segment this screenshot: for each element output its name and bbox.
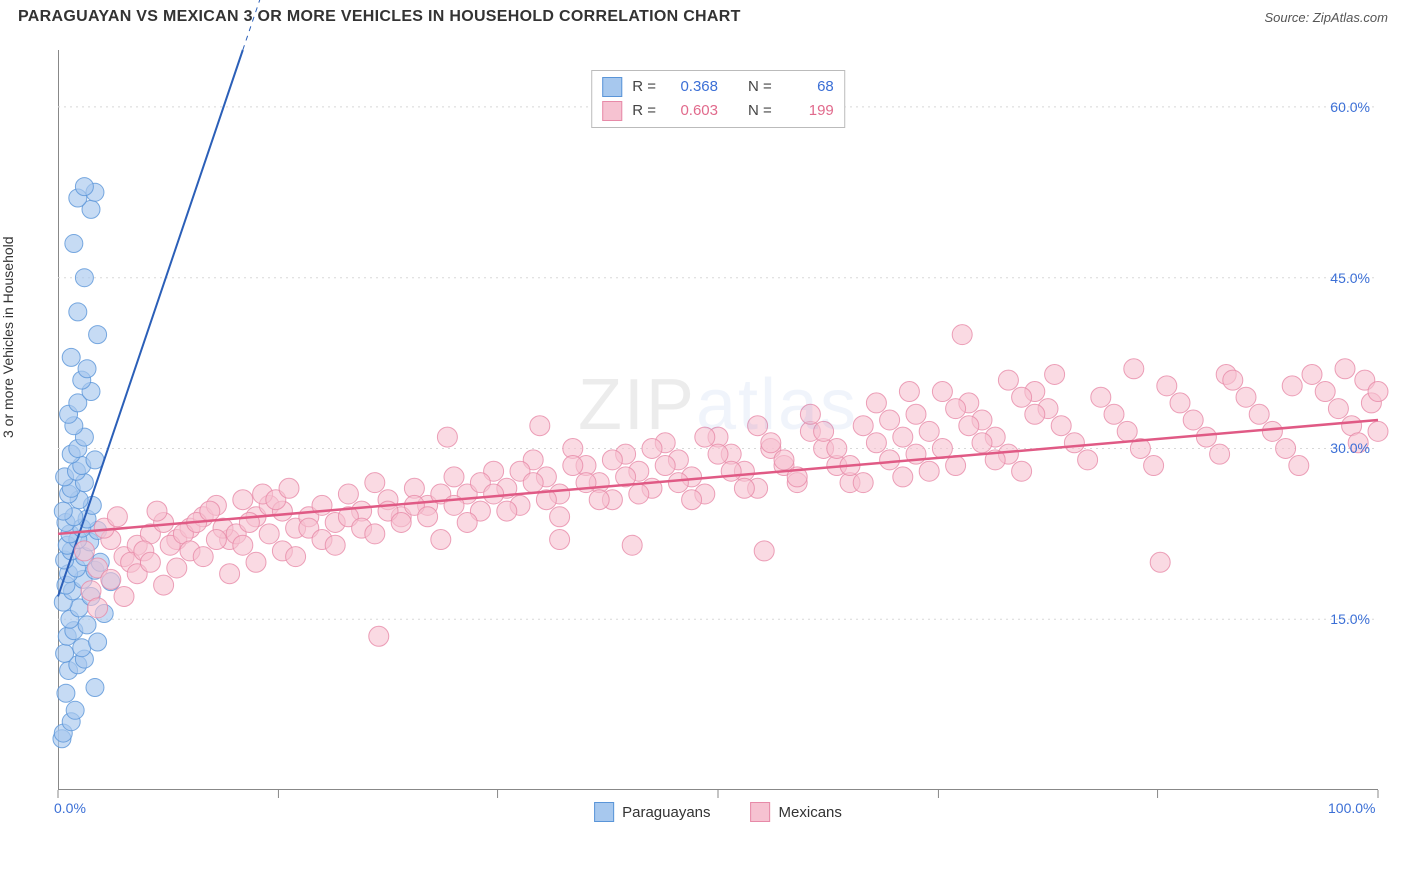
source-attribution: Source: ZipAtlas.com bbox=[1264, 10, 1388, 25]
n-value-pink: 199 bbox=[782, 99, 834, 123]
y-tick-label: 30.0% bbox=[1330, 440, 1370, 456]
y-tick-label: 15.0% bbox=[1330, 611, 1370, 627]
source-prefix: Source: bbox=[1264, 10, 1312, 25]
y-tick-label: 45.0% bbox=[1330, 270, 1370, 286]
chart-header: PARAGUAYAN VS MEXICAN 3 OR MORE VEHICLES… bbox=[0, 0, 1406, 30]
n-label: N = bbox=[748, 99, 772, 123]
scatter-svg bbox=[58, 50, 1378, 790]
r-value-blue: 0.368 bbox=[666, 75, 718, 99]
source-link[interactable]: ZipAtlas.com bbox=[1313, 10, 1388, 25]
stats-row-mexicans: R = 0.603 N = 199 bbox=[602, 99, 834, 123]
n-value-blue: 68 bbox=[782, 75, 834, 99]
legend-label: Paraguayans bbox=[622, 804, 710, 821]
swatch-blue bbox=[602, 77, 622, 97]
correlation-stats-box: R = 0.368 N = 68 R = 0.603 N = 199 bbox=[591, 70, 845, 128]
series-legend: Paraguayans Mexicans bbox=[594, 802, 842, 822]
legend-label: Mexicans bbox=[779, 804, 842, 821]
legend-item-paraguayans: Paraguayans bbox=[594, 802, 710, 822]
swatch-pink bbox=[602, 101, 622, 121]
r-label: R = bbox=[632, 99, 656, 123]
r-value-pink: 0.603 bbox=[666, 99, 718, 123]
r-label: R = bbox=[632, 75, 656, 99]
y-axis-label: 3 or more Vehicles in Household bbox=[0, 236, 16, 438]
chart-container: 3 or more Vehicles in Household ZIPatlas… bbox=[18, 38, 1388, 838]
y-tick-label: 60.0% bbox=[1330, 99, 1370, 115]
legend-item-mexicans: Mexicans bbox=[751, 802, 842, 822]
stats-row-paraguayans: R = 0.368 N = 68 bbox=[602, 75, 834, 99]
n-label: N = bbox=[748, 75, 772, 99]
swatch-blue bbox=[594, 802, 614, 822]
swatch-pink bbox=[751, 802, 771, 822]
plot-area: ZIPatlas R = 0.368 N = 68 R = 0.603 N = … bbox=[58, 50, 1378, 790]
x-tick-label: 0.0% bbox=[54, 800, 86, 816]
x-tick-label: 100.0% bbox=[1328, 800, 1375, 816]
chart-title: PARAGUAYAN VS MEXICAN 3 OR MORE VEHICLES… bbox=[18, 8, 741, 26]
